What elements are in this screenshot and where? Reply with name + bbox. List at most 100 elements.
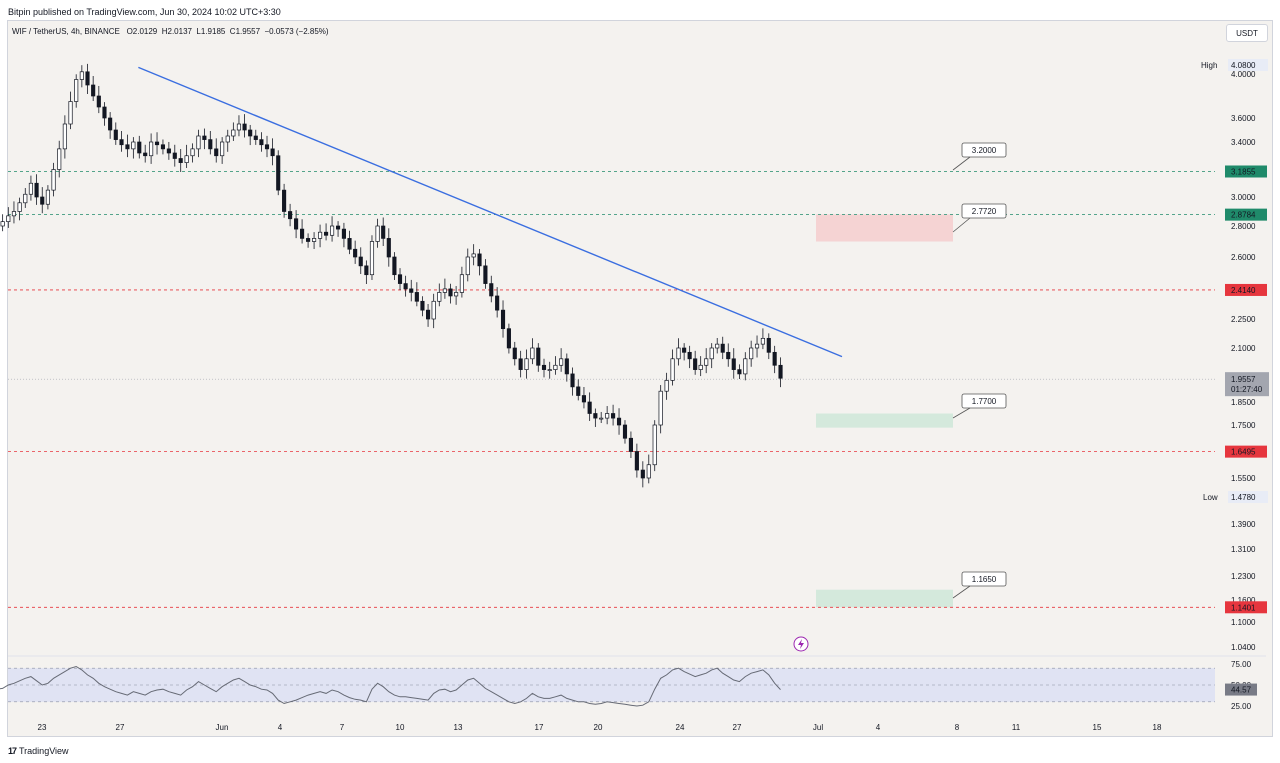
candle-body bbox=[34, 182, 39, 198]
level-tag-bg bbox=[1225, 601, 1267, 614]
currency-button[interactable]: USDT bbox=[1226, 24, 1268, 42]
candle bbox=[341, 222, 346, 248]
candle bbox=[225, 129, 230, 152]
candle-body bbox=[79, 71, 84, 80]
candle-body bbox=[220, 141, 225, 157]
candle bbox=[119, 130, 124, 152]
time-tick-label: 27 bbox=[733, 723, 742, 732]
candle bbox=[23, 188, 28, 208]
candle-body bbox=[512, 347, 517, 360]
price-tick-label: 3.4000 bbox=[1231, 138, 1256, 147]
candle-body bbox=[658, 390, 663, 426]
candle bbox=[358, 247, 363, 274]
symbol-name[interactable]: WIF / TetherUS, 4h, BINANCE bbox=[12, 27, 120, 36]
candle bbox=[231, 122, 236, 141]
candle bbox=[541, 358, 547, 378]
candle bbox=[40, 187, 45, 214]
rsi-band bbox=[8, 668, 1215, 702]
candle bbox=[495, 287, 500, 318]
chart-frame[interactable] bbox=[7, 20, 1273, 737]
high-label-title: High bbox=[1201, 61, 1217, 70]
candle-body bbox=[559, 358, 564, 366]
last-price-tag-bg bbox=[1225, 372, 1269, 397]
demand-zone-1 bbox=[816, 413, 953, 428]
candle-body bbox=[754, 343, 760, 349]
high-label-bg bbox=[1228, 59, 1268, 71]
candle bbox=[611, 404, 616, 426]
candle bbox=[698, 356, 703, 377]
ohlc-change: −0.0573 (−2.85%) bbox=[264, 27, 329, 36]
time-tick-label: Jul bbox=[813, 723, 823, 732]
candle-body bbox=[715, 343, 720, 349]
candle-body bbox=[426, 309, 431, 320]
candle bbox=[622, 420, 628, 444]
callout-box bbox=[961, 203, 1007, 219]
candle-body bbox=[184, 155, 189, 163]
level-tag-bg bbox=[1225, 445, 1267, 458]
high-label: High 4.0800 bbox=[1201, 59, 1268, 71]
candle-body bbox=[547, 369, 552, 371]
candle-body bbox=[137, 141, 142, 154]
high-label-value: 4.0800 bbox=[1231, 61, 1256, 70]
candle-body bbox=[414, 292, 419, 302]
callout-box bbox=[961, 571, 1007, 587]
candle-body bbox=[324, 231, 329, 236]
candle bbox=[471, 244, 476, 266]
time-tick-label: 7 bbox=[340, 723, 345, 732]
lightning-icon[interactable] bbox=[793, 636, 809, 652]
candle-body bbox=[459, 274, 464, 293]
callout-value: 1.7700 bbox=[972, 397, 997, 406]
candle bbox=[137, 135, 142, 159]
candle-body bbox=[91, 84, 96, 97]
candle bbox=[414, 282, 419, 307]
candle-body bbox=[312, 238, 317, 242]
candle-body bbox=[259, 139, 264, 146]
candle-body bbox=[483, 265, 488, 284]
time-tick-label: Jun bbox=[216, 723, 229, 732]
candle bbox=[652, 420, 657, 472]
candle bbox=[102, 102, 107, 126]
candle bbox=[431, 293, 436, 329]
candle bbox=[670, 349, 675, 386]
level-tag-value: 1.6495 bbox=[1231, 448, 1256, 457]
candle bbox=[166, 141, 171, 160]
candle-body bbox=[178, 158, 183, 163]
level-tag: 2.8784 bbox=[1225, 208, 1267, 221]
candle-body bbox=[611, 413, 616, 419]
candle-body bbox=[553, 364, 558, 370]
ohlc-low: L1.9185 bbox=[196, 27, 226, 36]
publish-header: Bitpin published on TradingView.com, Jun… bbox=[8, 7, 281, 17]
candle bbox=[288, 203, 293, 227]
candle bbox=[743, 352, 748, 381]
candle-body bbox=[253, 135, 258, 140]
candle-body bbox=[409, 288, 414, 293]
candle bbox=[125, 134, 130, 158]
price-tick-label: 2.6000 bbox=[1231, 253, 1256, 262]
candle bbox=[409, 279, 414, 302]
candle-body bbox=[524, 358, 529, 370]
candle bbox=[178, 149, 183, 173]
trendline[interactable] bbox=[138, 66, 843, 358]
candle-body bbox=[495, 295, 500, 311]
candle-body bbox=[236, 123, 242, 131]
footer-logo[interactable]: 17 TradingView bbox=[8, 744, 69, 758]
candle-body bbox=[108, 117, 113, 131]
candle bbox=[403, 275, 408, 297]
candle-body bbox=[288, 211, 293, 220]
candle bbox=[57, 140, 62, 178]
rsi-current-value: 44.57 bbox=[1231, 686, 1252, 695]
candle bbox=[634, 443, 639, 478]
time-tick-label: 17 bbox=[535, 723, 544, 732]
candle-body bbox=[737, 369, 742, 375]
candle-body bbox=[369, 241, 375, 276]
candle bbox=[154, 132, 160, 155]
candle bbox=[131, 137, 136, 159]
candle bbox=[196, 129, 201, 158]
candle bbox=[264, 135, 270, 158]
callout-value: 1.1650 bbox=[972, 575, 997, 584]
candle bbox=[704, 348, 709, 374]
price-tick-label: 2.1000 bbox=[1231, 344, 1256, 353]
level-tag-value: 3.1855 bbox=[1231, 167, 1256, 176]
candle-body bbox=[270, 148, 275, 157]
